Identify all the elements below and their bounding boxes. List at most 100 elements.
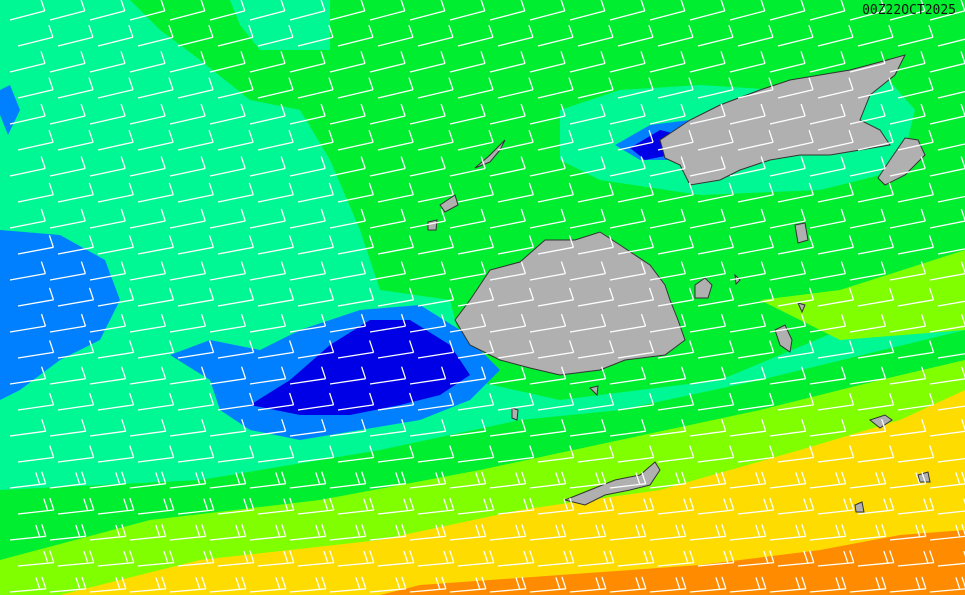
wind-barb	[689, 576, 727, 593]
wind-barb	[337, 287, 375, 307]
wind-barb	[337, 550, 375, 567]
wind-barb	[857, 497, 895, 515]
wind-barb	[609, 313, 647, 333]
wind-barb	[649, 524, 687, 541]
wind-barb	[297, 182, 334, 203]
wind-barb	[689, 156, 726, 177]
wind-barb	[409, 524, 447, 541]
wind-barb	[577, 550, 615, 567]
wind-barb	[417, 24, 454, 47]
wind-barb	[489, 0, 526, 21]
wind-barb	[169, 261, 207, 281]
wind-barb	[217, 550, 255, 567]
wind-barb	[857, 129, 894, 151]
wind-barb	[817, 129, 854, 151]
wind-barb	[169, 524, 207, 541]
wind-barb	[337, 392, 375, 411]
wind-barb	[489, 524, 527, 541]
wind-barb	[689, 0, 726, 21]
wind-barb	[369, 471, 407, 489]
wind-barb	[649, 0, 686, 21]
wind-barb	[657, 392, 695, 411]
wind-barb	[209, 471, 247, 489]
wind-barb	[569, 51, 606, 73]
wind-barb	[537, 287, 575, 307]
wind-barb	[409, 103, 446, 125]
wind-barb	[889, 156, 926, 177]
wind-barb	[97, 129, 134, 151]
wind-barb	[49, 261, 87, 281]
wind-barb	[809, 418, 847, 437]
wind-barb	[849, 261, 887, 281]
wind-barb	[649, 208, 686, 229]
wind-barb	[729, 51, 766, 73]
wind-barb	[369, 313, 407, 333]
wind-barb	[289, 208, 326, 229]
wind-barb	[889, 418, 927, 437]
wind-barb	[89, 313, 127, 333]
wind-barb	[9, 418, 47, 437]
wind-barb	[209, 103, 246, 125]
wind-barb	[169, 0, 206, 21]
wind-barb	[657, 445, 695, 463]
wind-barb	[329, 0, 366, 21]
wind-barb	[729, 156, 766, 177]
wind-barb	[649, 51, 686, 73]
wind-barb	[49, 418, 87, 437]
wind-barb	[9, 261, 47, 281]
wind-barb	[497, 77, 534, 99]
wind-barb	[409, 418, 447, 437]
wind-barb	[649, 156, 686, 177]
wind-barb	[569, 313, 607, 333]
wind-barb	[89, 156, 126, 177]
wind-barb	[737, 340, 775, 359]
wind-barb	[489, 418, 527, 437]
wind-barb	[177, 497, 215, 515]
wind-barb	[737, 235, 775, 255]
wind-barb	[209, 313, 247, 333]
wind-barb	[337, 77, 374, 99]
wind-barb	[529, 366, 567, 385]
wind-barb	[697, 445, 735, 463]
wind-barb	[49, 208, 86, 229]
wind-barb	[169, 576, 207, 593]
wind-barb	[929, 0, 965, 21]
wind-barb	[417, 235, 455, 255]
wind-barb	[449, 471, 487, 489]
wind-barb	[817, 445, 855, 463]
wind-barb	[49, 524, 87, 541]
wind-barb	[809, 156, 846, 177]
wind-barb	[897, 340, 935, 359]
wind-barb	[257, 287, 295, 307]
wind-barb	[897, 24, 934, 47]
wind-barb	[929, 103, 965, 125]
wind-barb	[57, 497, 95, 515]
wind-barb	[369, 103, 406, 125]
wind-barb	[769, 261, 807, 281]
wind-barb	[897, 550, 935, 567]
wind-barb	[369, 0, 406, 21]
wind-barb	[417, 340, 455, 359]
wind-barb	[497, 445, 535, 463]
field-orange	[380, 530, 965, 595]
wind-barb	[937, 90, 965, 99]
wind-barb	[657, 24, 694, 47]
wind-barb	[657, 129, 694, 151]
wind-barb	[809, 261, 847, 281]
wind-barb	[9, 0, 46, 21]
wind-barb	[609, 51, 646, 73]
wind-barb	[929, 418, 965, 437]
wind-barb	[137, 445, 175, 463]
wind-barb	[209, 524, 247, 541]
wind-barb	[17, 392, 55, 411]
wind-barb	[9, 471, 47, 489]
wind-barb	[97, 235, 135, 255]
wind-barb	[9, 208, 46, 229]
wind-barb	[689, 261, 727, 281]
wind-barb	[177, 392, 215, 411]
wind-barb	[369, 366, 407, 385]
wind-barb	[129, 103, 166, 125]
wind-barb	[649, 418, 687, 437]
wind-barb	[217, 182, 254, 203]
wind-barb	[249, 156, 286, 177]
